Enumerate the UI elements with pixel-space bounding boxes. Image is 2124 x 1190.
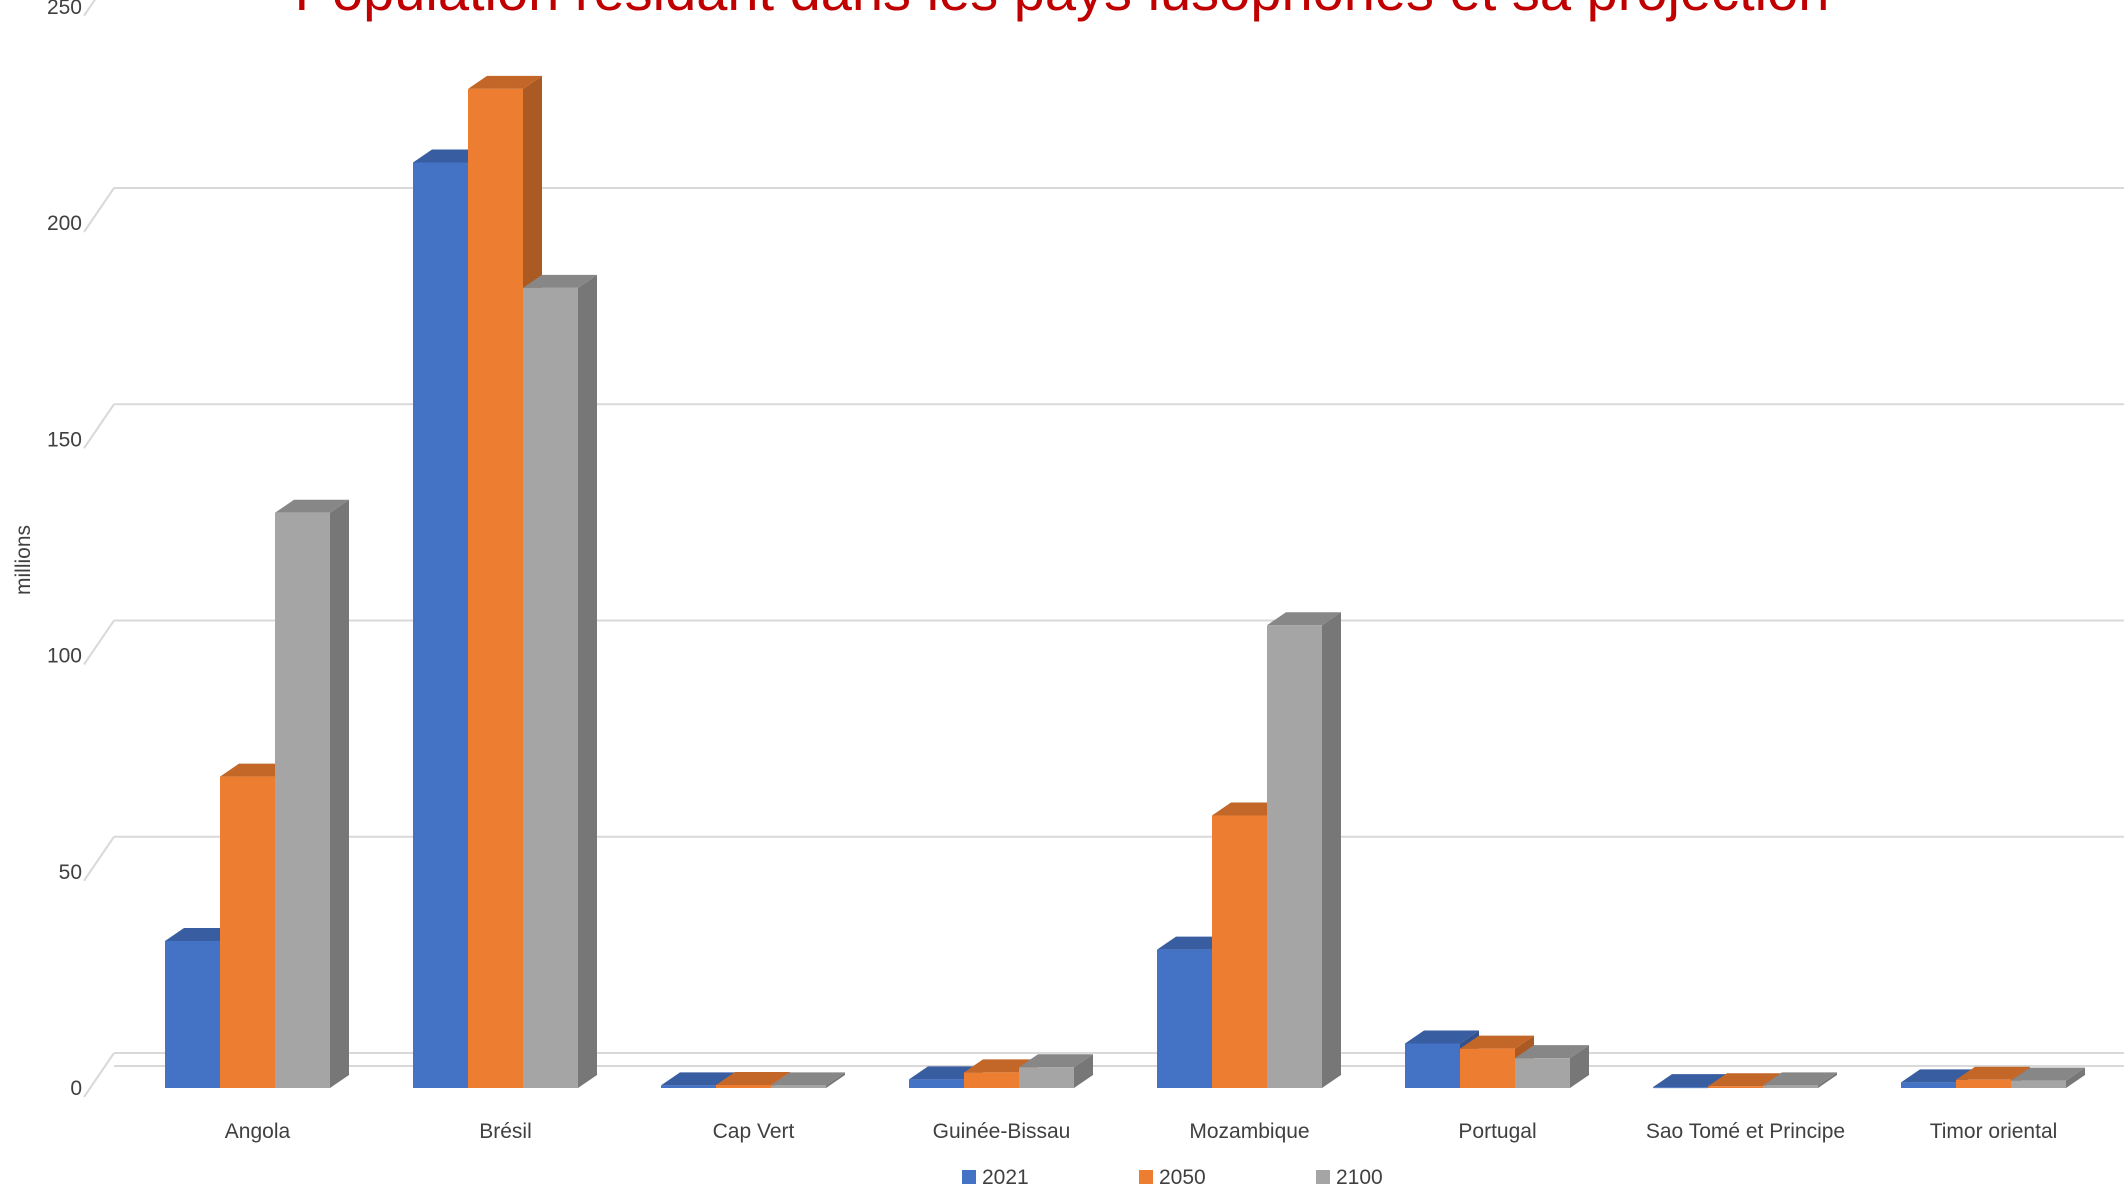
x-tick-label: Cap Vert <box>713 1120 795 1143</box>
bar-top <box>1515 1045 1589 1059</box>
bar-front <box>716 1084 771 1088</box>
bar-front <box>771 1085 826 1088</box>
bar-front <box>964 1072 1019 1088</box>
x-tick-label: Brésil <box>479 1120 532 1143</box>
bar-side <box>330 499 349 1088</box>
x-tick-label: Timor oriental <box>1930 1120 2058 1143</box>
y-tick-label: 250 <box>47 0 82 19</box>
bar-front <box>220 776 275 1088</box>
bar-top <box>1653 1074 1727 1088</box>
bar-side <box>1818 1072 1837 1088</box>
gridline-side <box>83 619 115 666</box>
bars <box>165 75 2085 1089</box>
bar-2100 <box>1267 612 1341 1088</box>
bar-2100 <box>2011 1067 2085 1088</box>
bar-top <box>468 75 542 89</box>
bar-side <box>1322 612 1341 1088</box>
bar-2100 <box>523 274 597 1088</box>
bar-front <box>1405 1043 1460 1088</box>
bar-2100 <box>275 499 349 1088</box>
bar-front <box>1157 949 1212 1088</box>
legend-label: 2021 <box>982 1166 1029 1189</box>
bar-top <box>716 1071 790 1085</box>
x-tick-label: Mozambique <box>1189 1120 1309 1143</box>
bar-side <box>826 1072 845 1088</box>
bar-front <box>1515 1058 1570 1088</box>
bar-front <box>909 1079 964 1088</box>
chart-title: Population résidant dans les pays lusoph… <box>295 0 1830 22</box>
bar-front <box>1460 1048 1515 1088</box>
gridline-side <box>83 0 96 17</box>
bar-top <box>2011 1067 2085 1081</box>
gridline-side <box>83 836 115 882</box>
bar-front <box>1019 1067 1074 1088</box>
y-tick-label: 200 <box>47 212 82 235</box>
bar-front <box>1267 625 1322 1088</box>
bar-2100 <box>1515 1045 1589 1088</box>
bar-front <box>1212 815 1267 1088</box>
gridline-side <box>83 403 115 449</box>
bar-front <box>1901 1082 1956 1088</box>
bar-2100 <box>1763 1072 1837 1088</box>
bar-side <box>1570 1045 1589 1088</box>
y-tick-label: 150 <box>47 428 82 451</box>
bar-side <box>2066 1067 2085 1088</box>
bar-top <box>1405 1030 1479 1044</box>
y-tick-label: 0 <box>70 1077 82 1100</box>
y-tick-label: 50 <box>59 861 82 884</box>
bar-front <box>1708 1086 1763 1088</box>
bar-top <box>1763 1072 1837 1086</box>
bar-2100 <box>771 1072 845 1088</box>
bar-top <box>1460 1035 1534 1049</box>
y-tick-label: 100 <box>47 645 82 668</box>
x-tick-label: Guinée-Bissau <box>933 1120 1071 1143</box>
bar-top <box>661 1072 735 1086</box>
bar-top <box>275 499 349 513</box>
bar-top <box>523 274 597 288</box>
bar-front <box>661 1085 716 1088</box>
bar-front <box>1956 1079 2011 1088</box>
bar-front <box>468 88 523 1089</box>
gridline-side <box>83 187 115 233</box>
bar-front <box>413 162 468 1088</box>
legend-swatch <box>1316 1170 1330 1184</box>
bar-front <box>2011 1080 2066 1088</box>
legend-label: 2100 <box>1336 1166 1383 1189</box>
bar-side <box>578 274 597 1088</box>
bar-top <box>1956 1066 2030 1080</box>
gridline-side <box>83 1052 115 1098</box>
bar-front <box>1653 1087 1708 1089</box>
legend-swatch <box>962 1170 976 1184</box>
legend-swatch <box>1139 1170 1153 1184</box>
y-axis-title: millions <box>12 525 35 595</box>
x-tick-label: Portugal <box>1458 1120 1536 1143</box>
bar-front <box>523 287 578 1088</box>
x-tick-label: Sao Tomé et Principe <box>1646 1120 1845 1143</box>
bar-front <box>275 512 330 1088</box>
bar-top <box>1267 612 1341 626</box>
bar-top <box>1708 1073 1782 1087</box>
x-tick-label: Angola <box>225 1120 291 1143</box>
legend: 2021 2050 2100 <box>962 1166 1383 1189</box>
bar-side <box>1074 1054 1093 1088</box>
gridlines <box>83 0 2124 1098</box>
bar-top <box>1019 1054 1093 1068</box>
bar-top <box>1901 1069 1975 1083</box>
bar-front <box>165 940 220 1088</box>
bar-front <box>1763 1085 1818 1088</box>
bar-2100 <box>1019 1054 1093 1088</box>
legend-label: 2050 <box>1159 1166 1206 1189</box>
bar-top <box>771 1072 845 1086</box>
